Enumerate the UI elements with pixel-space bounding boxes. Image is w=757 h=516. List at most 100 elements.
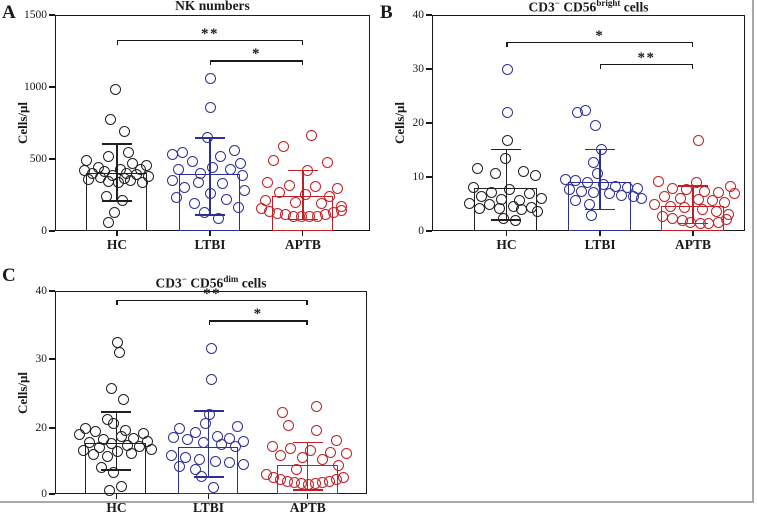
data-point (190, 427, 201, 439)
data-point (182, 434, 193, 446)
x-category-label: APTB (289, 500, 326, 515)
y-axis-tick-label: 20 (412, 116, 425, 129)
y-axis-label: Cells/μl (15, 101, 30, 145)
y-axis-tick (426, 122, 432, 124)
data-point (206, 342, 217, 354)
data-point (268, 154, 280, 166)
x-category-label: APTB (284, 237, 321, 252)
error-bar-cap-bottom (292, 489, 323, 491)
plot-frame (55, 15, 370, 231)
significance-label: ** (200, 26, 219, 43)
data-point (111, 336, 123, 348)
significance-bracket (116, 299, 308, 302)
data-point (471, 163, 483, 175)
data-point (167, 175, 179, 187)
data-point (229, 144, 241, 156)
x-category-label: LTBI (192, 500, 225, 515)
data-point (177, 147, 189, 159)
data-point (101, 450, 113, 462)
data-point (696, 204, 708, 216)
y-axis-label: Cells/μl (15, 371, 30, 414)
data-point (277, 407, 289, 419)
y-axis-tick-label: 20 (35, 421, 48, 434)
data-point (232, 421, 243, 433)
chart-title-text: CD56 (559, 0, 597, 15)
x-axis-tick (302, 231, 304, 236)
data-point (656, 211, 668, 223)
data-point (113, 346, 125, 358)
significance-bracket-end (301, 40, 303, 46)
data-point (310, 181, 322, 193)
data-point (718, 196, 730, 208)
y-axis-tick-label: 40 (35, 284, 48, 297)
significance-bracket (209, 60, 303, 62)
data-point (664, 200, 676, 212)
data-point (207, 162, 219, 174)
data-point (199, 207, 211, 219)
data-point (109, 83, 121, 95)
data-point (728, 188, 740, 200)
x-category-label: LTBI (584, 237, 616, 252)
data-point (215, 150, 227, 162)
data-point (517, 166, 529, 178)
y-axis-tick-label: 0 (41, 224, 47, 237)
plot-frame (432, 15, 745, 231)
data-point (300, 189, 312, 201)
y-axis-tick-label: 1000 (24, 80, 47, 93)
data-point (102, 150, 114, 162)
chart-title-superscript: dim (223, 274, 239, 284)
x-axis-tick (692, 231, 694, 236)
significance-bracket-end (117, 40, 119, 46)
data-point (208, 481, 219, 493)
data-point (108, 207, 120, 219)
data-point (311, 401, 323, 413)
significance-label: * (251, 46, 261, 63)
data-point (285, 442, 297, 454)
page-border-bottom (0, 501, 754, 503)
data-point (235, 158, 247, 170)
error-bar-cap-top (292, 441, 323, 444)
x-axis-tick (599, 231, 601, 236)
data-point (224, 457, 235, 469)
data-point (648, 199, 660, 211)
data-point (189, 198, 201, 210)
data-point (166, 449, 177, 461)
x-axis-tick (207, 494, 210, 499)
significance-bracket-end (306, 299, 308, 305)
data-point (563, 184, 575, 196)
y-axis-tick-label: 0 (418, 224, 424, 237)
chart-title-text: CD56 (186, 275, 224, 291)
y-axis-tick-label: 10 (412, 170, 425, 183)
data-point (82, 173, 94, 185)
data-point (173, 163, 185, 175)
x-axis-tick (505, 231, 508, 236)
page-border-right (752, 0, 754, 503)
data-point (720, 214, 732, 226)
data-point (93, 442, 105, 454)
data-point (217, 177, 229, 189)
x-axis-tick (307, 494, 309, 499)
significance-bracket (117, 40, 303, 42)
significance-bracket-end (208, 320, 210, 326)
data-point (710, 206, 722, 218)
data-point (136, 176, 148, 188)
data-point (205, 72, 217, 84)
data-point (118, 126, 130, 138)
data-point (597, 179, 609, 191)
y-axis-tick (49, 86, 55, 88)
data-point (290, 196, 302, 208)
data-point (193, 176, 205, 188)
panel-letter: A (2, 2, 16, 23)
chart-title-text: cells (238, 275, 267, 291)
data-point (200, 417, 211, 429)
data-point (589, 119, 601, 131)
error-bar-line (306, 442, 309, 491)
data-point (559, 173, 571, 185)
significance-label: * (253, 306, 263, 323)
data-point (284, 179, 296, 191)
chart-title-superscript: − (181, 274, 187, 284)
data-point (467, 181, 479, 193)
y-axis-tick-label: 30 (412, 62, 425, 75)
data-point (583, 199, 595, 211)
data-point (698, 186, 710, 198)
